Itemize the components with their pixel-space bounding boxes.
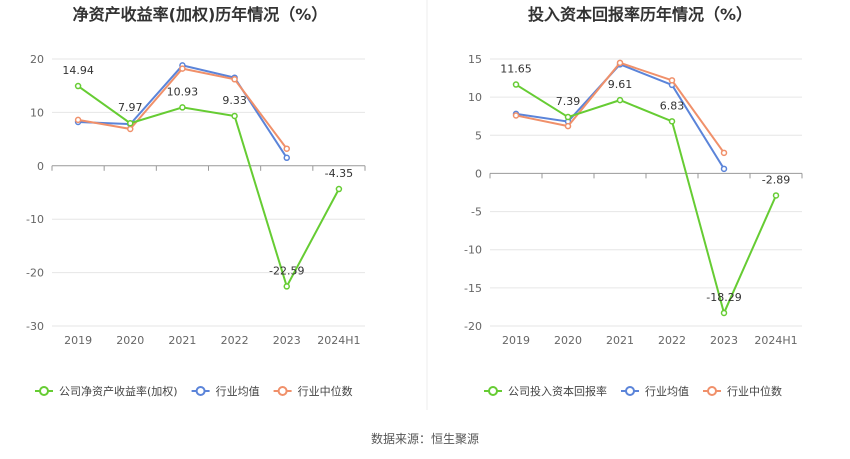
x-tick-label: 2020 xyxy=(116,334,144,347)
data-point-company xyxy=(720,309,728,317)
data-label: 10.93 xyxy=(167,85,199,98)
legend-label: 公司净资产收益率(加权) xyxy=(59,384,178,398)
y-tick-label: 5 xyxy=(475,129,482,142)
chart-title: 净资产收益率(加权)历年情况（%） xyxy=(73,5,328,24)
y-tick-label: -10 xyxy=(26,213,44,226)
series-line-company xyxy=(77,85,340,290)
legend: 公司净资产收益率(加权) 行业均值 行业中位数 xyxy=(35,384,353,398)
data-point-company xyxy=(335,185,343,193)
data-point-company xyxy=(283,283,290,290)
source-label: 数据来源： xyxy=(370,432,431,446)
y-tick-label: 15 xyxy=(468,53,482,66)
data-label: 7.97 xyxy=(118,101,143,114)
data-point-company xyxy=(74,82,82,90)
legend-marker xyxy=(39,386,49,396)
legend-item-median: 行业中位数 xyxy=(273,384,353,398)
chart-title: 投入资本回报率历年情况（%） xyxy=(528,5,752,24)
data-point-average xyxy=(720,165,728,173)
data-label: -22.59 xyxy=(269,264,304,277)
x-tick-label: 2024H1 xyxy=(317,334,360,347)
chart-panel-2: 投入资本回报率历年情况（%） 15 10 5 0 -5 -10 -15 -20 2019 2020 2… xyxy=(464,5,803,398)
legend-label: 公司投入资本回报率 xyxy=(508,384,607,398)
source-value: 恒生聚源 xyxy=(431,432,480,446)
legend-item-median: 行业中位数 xyxy=(703,384,782,398)
legend-item-average: 行业均值 xyxy=(191,385,260,398)
legend-marker xyxy=(277,386,288,396)
data-point-company xyxy=(616,96,624,104)
data-label: -2.89 xyxy=(762,173,790,186)
legend: 公司投入资本回报率 行业均值 行业中位数 xyxy=(484,384,782,398)
data-point-average xyxy=(283,154,290,162)
x-tick-label: 2024H1 xyxy=(754,334,797,347)
legend-marker xyxy=(195,386,206,396)
legend-label: 行业均值 xyxy=(216,385,260,398)
data-point-company xyxy=(772,192,780,199)
data-point-company xyxy=(564,113,572,121)
data-point-company xyxy=(179,104,186,111)
legend-label: 行业中位数 xyxy=(298,384,353,398)
legend-item-average: 行业均值 xyxy=(621,385,689,398)
data-point-median xyxy=(616,59,624,67)
y-tick-label: 10 xyxy=(30,106,44,119)
series-line-median xyxy=(515,61,725,154)
data-point-company xyxy=(231,112,238,120)
data-point-median xyxy=(179,65,186,72)
data-label: 11.65 xyxy=(500,63,532,76)
data-label: 14.94 xyxy=(62,64,94,77)
legend-marker xyxy=(488,386,498,396)
data-point-median xyxy=(74,116,82,124)
x-tick-label: 2023 xyxy=(273,334,301,347)
x-tick-label: 2022 xyxy=(221,334,249,347)
y-tick-label: -20 xyxy=(464,320,482,333)
data-point-company xyxy=(668,118,676,125)
y-tick-label: 20 xyxy=(30,53,44,66)
data-point-median xyxy=(512,112,520,119)
series-line-company xyxy=(515,83,777,316)
data-point-median xyxy=(668,77,676,84)
data-point-median xyxy=(127,125,134,133)
y-tick-label: -10 xyxy=(464,244,482,257)
data-label: -4.35 xyxy=(325,167,353,180)
data-source-note: 数据来源：恒生聚源 xyxy=(0,430,850,447)
data-point-median xyxy=(231,76,238,83)
data-point-median xyxy=(720,149,728,157)
y-tick-label: -30 xyxy=(26,320,44,333)
data-label: 9.61 xyxy=(608,78,633,91)
y-tick-label: 0 xyxy=(37,160,44,173)
y-tick-label: 10 xyxy=(468,91,482,104)
legend-label: 行业均值 xyxy=(645,385,689,398)
data-point-median xyxy=(283,145,290,152)
y-tick-label: -20 xyxy=(26,267,44,280)
data-label: 7.39 xyxy=(556,95,581,108)
data-point-company xyxy=(512,81,520,88)
legend-item-company: 公司投入资本回报率 xyxy=(484,384,607,398)
data-label: 9.33 xyxy=(222,94,247,107)
chart-panel-1: 净资产收益率(加权)历年情况（%） 20 10 0 -10 -20 -30 2019 2020 2… xyxy=(26,5,366,398)
data-label: 6.83 xyxy=(660,99,685,112)
legend-item-company: 公司净资产收益率(加权) xyxy=(35,384,178,398)
series-line-average xyxy=(78,64,288,159)
data-point-median xyxy=(564,122,572,130)
y-tick-label: 0 xyxy=(475,167,482,180)
y-tick-label: -5 xyxy=(471,206,482,219)
x-tick-label: 2019 xyxy=(64,334,92,347)
legend-marker xyxy=(707,386,717,396)
legend-label: 行业中位数 xyxy=(727,384,782,398)
data-label: -18.29 xyxy=(706,291,741,304)
x-tick-label: 2023 xyxy=(710,334,738,347)
legend-marker xyxy=(625,386,635,396)
x-tick-label: 2021 xyxy=(168,334,196,347)
x-tick-label: 2019 xyxy=(502,334,530,347)
x-tick-label: 2021 xyxy=(606,334,634,347)
x-tick-label: 2020 xyxy=(554,334,582,347)
x-tick-label: 2022 xyxy=(658,334,686,347)
data-point-company xyxy=(127,119,134,127)
y-tick-label: -15 xyxy=(464,282,482,295)
